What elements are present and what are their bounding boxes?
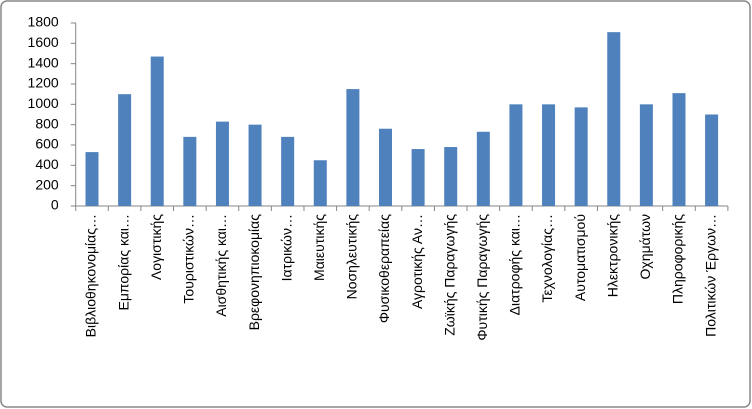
x-tick-label: Ιατρικών… — [278, 214, 294, 281]
x-tick-label: Νοσηλευτικής — [344, 214, 360, 300]
y-tick-label: 400 — [35, 156, 59, 172]
bar — [118, 94, 132, 206]
y-tick-label: 800 — [35, 115, 59, 131]
bar — [411, 149, 425, 206]
y-tick-label: 0 — [51, 197, 59, 213]
x-tick-label: Πολιτικών Έργων… — [702, 214, 718, 337]
bar — [85, 152, 99, 206]
x-tick-label: Αγροτικής Αν… — [409, 214, 425, 309]
bar — [574, 107, 588, 206]
bar — [248, 124, 262, 206]
bar — [607, 32, 621, 207]
bar — [313, 160, 327, 206]
x-tick-label: Βιβλιοθηκονομίας… — [83, 214, 99, 337]
bar — [639, 104, 653, 206]
bar — [509, 104, 523, 206]
bar — [705, 114, 719, 206]
x-tick-label: Ζωϊκής Παραγωγής — [441, 214, 457, 336]
bar — [215, 121, 229, 206]
bar — [378, 128, 392, 206]
x-tick-label: Αυτοματισμού — [572, 214, 588, 301]
bar — [542, 104, 556, 206]
bar — [672, 93, 686, 206]
bar — [444, 147, 458, 206]
y-tick-label: 1800 — [28, 14, 59, 30]
x-tick-label: Εμπορίας και… — [115, 214, 131, 311]
x-tick-label: Πληροφορικής — [670, 214, 686, 304]
x-tick-label: Τουριστικών… — [181, 214, 197, 304]
y-tick-label: 1600 — [28, 34, 59, 50]
y-tick-label: 1400 — [28, 54, 59, 70]
bar — [183, 136, 197, 206]
y-tick-label: 200 — [35, 176, 59, 192]
y-tick-label: 1000 — [28, 95, 59, 111]
x-tick-label: Τεχνολογίας… — [539, 214, 555, 303]
x-tick-label: Φυτικής Παραγωγής — [474, 214, 490, 341]
x-tick-label: Λογιστικής — [148, 214, 164, 280]
bar — [476, 131, 490, 206]
x-tick-label: Μαιευτικής — [311, 214, 327, 281]
bar — [150, 56, 164, 206]
x-tick-label: Ηλεκτρονικής — [604, 214, 620, 298]
x-tick-label: Φυσικοθεραπείας — [376, 214, 392, 323]
x-tick-label: Βρεφονηπιοκομίας — [246, 214, 262, 331]
x-tick-label: Οχημάτων — [637, 214, 653, 279]
bar — [281, 136, 295, 206]
x-tick-label: Αισθητικής και… — [213, 214, 229, 317]
y-tick-label: 1200 — [28, 75, 59, 91]
x-tick-label: Διατροφής και… — [507, 214, 523, 315]
bar — [346, 89, 360, 206]
y-tick-label: 600 — [35, 136, 59, 152]
